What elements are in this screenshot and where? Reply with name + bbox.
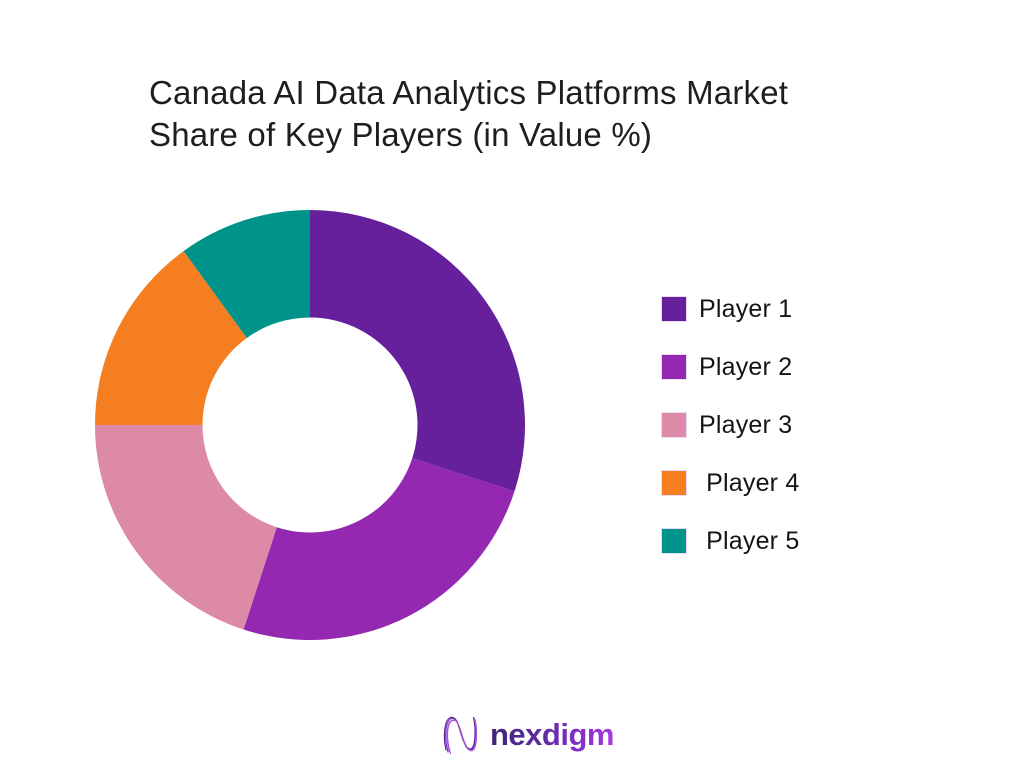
legend-item-player-4: Player 4 (662, 468, 800, 497)
nexdigm-logo: nexdigm (443, 710, 614, 760)
legend-swatch-player-2 (662, 355, 686, 379)
nexdigm-wordmark: nexdigm (490, 717, 614, 752)
chart-title-line-2: Share of Key Players (in Value %) (149, 116, 653, 153)
donut-segment-player-3 (95, 425, 277, 630)
legend-item-player-1: Player 1 (662, 294, 799, 323)
legend-item-player-2: Player 2 (662, 352, 799, 381)
legend-swatch-player-4 (662, 471, 686, 495)
nexdigm-n-wave-icon (443, 716, 478, 755)
chart-title-line-1: Canada AI Data Analytics Platforms Marke… (149, 74, 789, 111)
legend-label-player-4: Player 4 (699, 468, 800, 497)
legend-item-player-5: Player 5 (662, 526, 800, 555)
chart-title: Canada AI Data Analytics Platforms Marke… (149, 72, 889, 156)
donut-svg (95, 210, 526, 641)
legend-swatch-player-3 (662, 413, 686, 437)
legend-item-player-3: Player 3 (662, 410, 799, 439)
legend-label-player-5: Player 5 (699, 526, 800, 555)
legend-swatch-player-5 (662, 529, 686, 553)
donut-segment-player-5 (183, 210, 310, 339)
donut-segment-player-4 (95, 251, 247, 425)
legend-label-player-2: Player 2 (699, 352, 793, 381)
legend: Player 1 Player 2 Player 3 Player 4 Play… (662, 294, 800, 555)
legend-label-player-3: Player 3 (699, 410, 793, 439)
legend-swatch-player-1 (662, 297, 686, 321)
legend-label-player-1: Player 1 (699, 294, 793, 323)
donut-segment-player-1 (310, 210, 526, 492)
donut-segment-player-2 (243, 458, 515, 641)
donut-chart (90, 205, 530, 645)
